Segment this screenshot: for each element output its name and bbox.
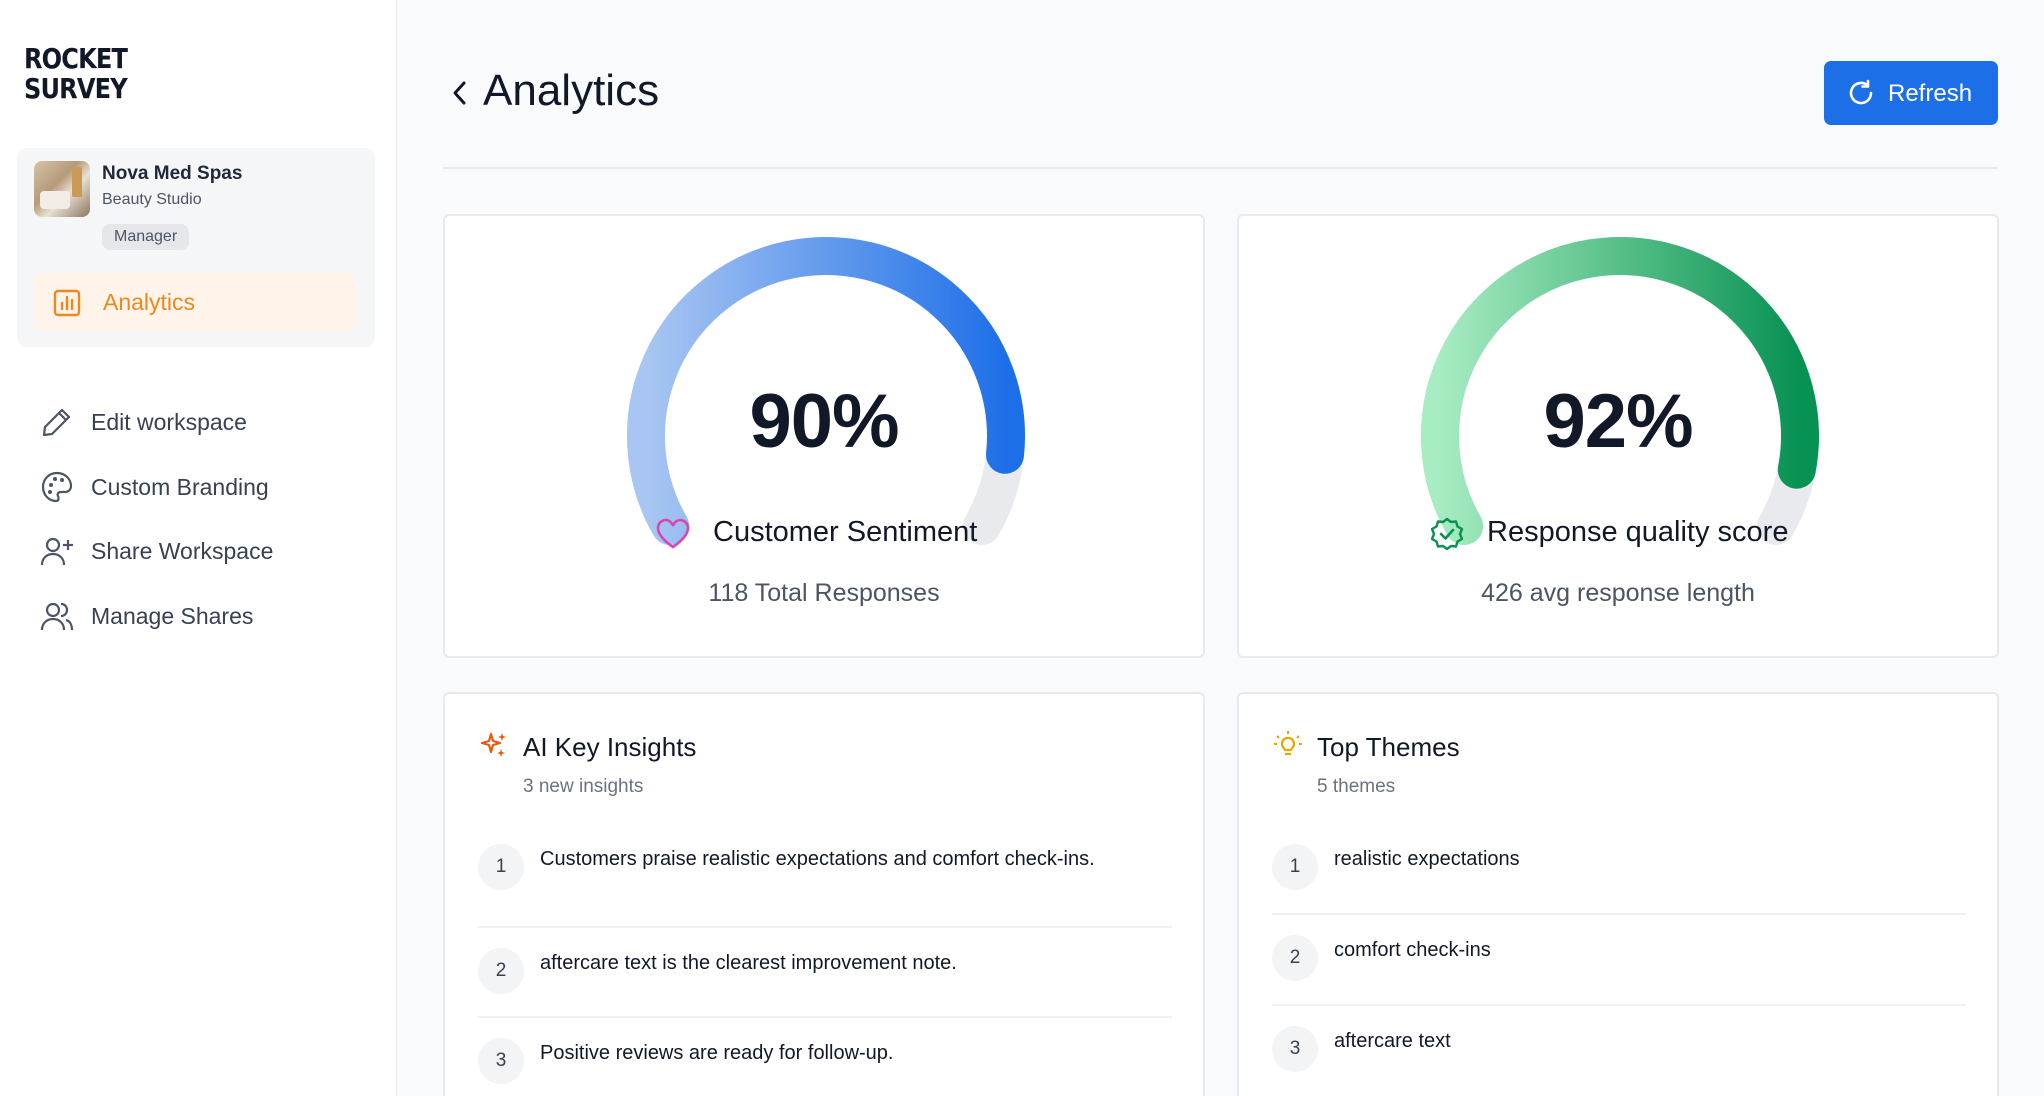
- sentiment-label: Customer Sentiment: [713, 516, 978, 548]
- lightbulb-icon: [1274, 731, 1302, 756]
- gauge-fill: [1421, 237, 1819, 545]
- item-number: 3: [478, 1038, 524, 1084]
- role-badge: Manager: [102, 224, 190, 250]
- page-title: Analytics: [483, 66, 660, 115]
- user-plus-icon: [40, 537, 73, 566]
- workspace-avatar: [34, 161, 90, 217]
- sidebar-item-custom-branding[interactable]: Custom Branding: [40, 466, 370, 506]
- bar-chart-icon: [53, 289, 81, 317]
- sidebar-item-edit-workspace[interactable]: Edit workspace: [40, 401, 370, 441]
- list-item: 2 comfort check-ins: [1272, 935, 1966, 1006]
- sidebar: ROCKET SURVEY Nova Med Spas Beauty Studi…: [0, 0, 397, 1096]
- rocket-survey-logo[interactable]: ROCKET SURVEY: [24, 45, 134, 107]
- sentiment-subtext: 118 Total Responses: [708, 579, 940, 607]
- sidebar-item-share-workspace[interactable]: Share Workspace: [40, 530, 370, 570]
- sentiment-value: 90%: [749, 379, 899, 464]
- themes-title: Top Themes: [1317, 732, 1460, 762]
- insight-text: Customers praise realistic expectations …: [540, 848, 1095, 870]
- logo-line-1: ROCKET: [24, 42, 128, 75]
- quality-value: 92%: [1543, 379, 1693, 464]
- sentiment-gauge: [627, 237, 1025, 545]
- sidebar-item-label: Manage Shares: [91, 603, 254, 629]
- header-divider: [443, 167, 1998, 169]
- insight-text: aftercare text is the clearest improveme…: [540, 952, 957, 974]
- sidebar-item-label: Custom Branding: [91, 474, 269, 500]
- insights-subtitle: 3 new insights: [523, 776, 644, 797]
- quality-gauge: [1421, 237, 1819, 545]
- insight-text: Positive reviews are ready for follow-up…: [540, 1042, 894, 1064]
- list-item: 3 Positive reviews are ready for follow-…: [478, 1038, 1172, 1096]
- workspace-name: Nova Med Spas: [102, 163, 243, 184]
- workspace-type: Beauty Studio: [102, 191, 202, 208]
- quality-label: Response quality score: [1487, 516, 1789, 548]
- item-number: 2: [1272, 935, 1318, 981]
- palette-icon: [41, 471, 73, 503]
- refresh-icon: [1849, 79, 1873, 105]
- quality-subtext: 426 avg response length: [1481, 579, 1755, 607]
- list-item: 1 realistic expectations: [1272, 844, 1966, 915]
- refresh-label: Refresh: [1888, 80, 1973, 107]
- themes-subtitle: 5 themes: [1317, 776, 1396, 797]
- themes-card: Top Themes 5 themes 1 realistic expectat…: [1237, 692, 1999, 1096]
- sidebar-item-label: Share Workspace: [91, 538, 274, 564]
- workspace-card: Nova Med Spas Beauty Studio Manager Anal…: [17, 148, 375, 347]
- list-item: 2 aftercare text is the clearest improve…: [478, 948, 1172, 1018]
- list-item: 3 aftercare text: [1272, 1026, 1966, 1096]
- heart-icon: [656, 518, 690, 549]
- chevron-left-icon[interactable]: [448, 79, 472, 107]
- sentiment-card: 90% Customer Sentiment 118 Total Respons…: [443, 214, 1205, 658]
- item-number: 3: [1272, 1026, 1318, 1072]
- users-icon: [40, 602, 74, 631]
- pencil-icon: [42, 408, 71, 437]
- sparkles-icon: [480, 732, 506, 757]
- badge-check-icon: [1430, 517, 1464, 551]
- refresh-button[interactable]: Refresh: [1824, 61, 1998, 125]
- sidebar-item-analytics[interactable]: Analytics: [34, 273, 356, 331]
- insights-title: AI Key Insights: [523, 732, 697, 762]
- theme-text: aftercare text: [1334, 1030, 1451, 1052]
- item-number: 1: [478, 844, 524, 890]
- theme-text: comfort check-ins: [1334, 939, 1491, 961]
- quality-card: 92% Response quality score 426 avg respo…: [1237, 214, 1999, 658]
- item-number: 2: [478, 948, 524, 994]
- gauge-fill: [627, 237, 1025, 545]
- insights-card: AI Key Insights 3 new insights 1 Custome…: [443, 692, 1205, 1096]
- sidebar-item-label: Analytics: [103, 289, 196, 315]
- item-number: 1: [1272, 844, 1318, 890]
- sidebar-item-manage-shares[interactable]: Manage Shares: [40, 595, 370, 635]
- theme-text: realistic expectations: [1334, 848, 1520, 870]
- sidebar-item-label: Edit workspace: [91, 409, 247, 435]
- list-item: 1 Customers praise realistic expectation…: [478, 844, 1172, 928]
- logo-line-2: SURVEY: [24, 72, 128, 105]
